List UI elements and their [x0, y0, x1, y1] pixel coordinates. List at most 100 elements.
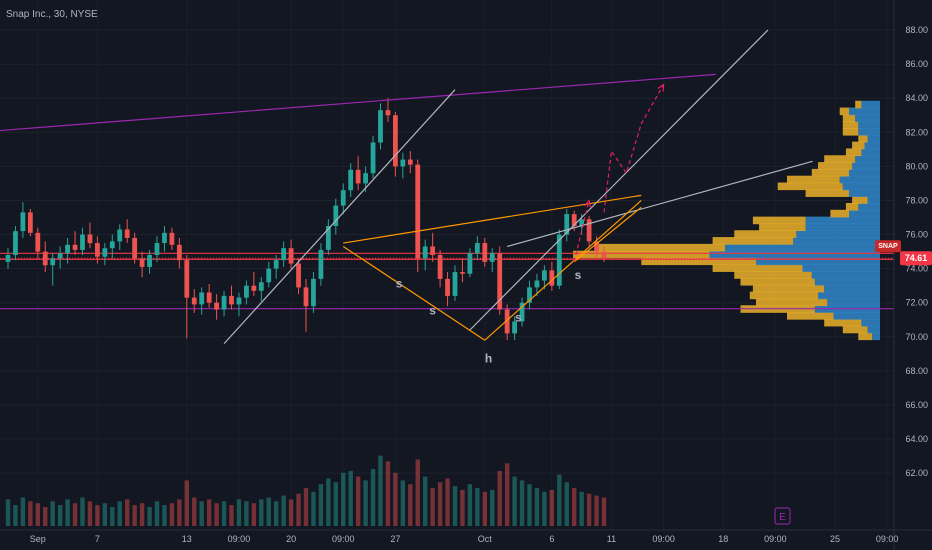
- candle-body: [288, 248, 294, 264]
- profile-bar-sell: [849, 107, 880, 116]
- candle-body: [27, 212, 33, 233]
- volume-bar: [542, 491, 547, 526]
- candle-body: [512, 321, 517, 334]
- trend-line[interactable]: [484, 200, 642, 341]
- candle-body: [184, 260, 190, 298]
- volume-bar: [95, 505, 100, 526]
- candle-body: [594, 241, 599, 252]
- candle-body: [87, 234, 93, 244]
- volume-bar: [445, 478, 450, 526]
- x-tick-label: Sep: [30, 534, 46, 544]
- x-tick-label: 09:00: [652, 534, 675, 544]
- profile-bar-buy: [712, 264, 803, 272]
- volume-bar: [65, 499, 70, 526]
- pattern-label: s: [515, 310, 522, 324]
- profile-bar-buy: [845, 148, 862, 157]
- volume-bar: [363, 480, 368, 526]
- candle-body: [72, 244, 78, 250]
- volume-bar: [214, 503, 219, 526]
- y-tick-label: 74.00: [905, 264, 928, 274]
- time-axis[interactable]: Sep 7 13 09:00 20 09:00 27 Oct 6 11 09:00 18 09:00 25…: [30, 534, 899, 544]
- x-tick-label: 25: [830, 534, 840, 544]
- volume-bar: [20, 497, 26, 526]
- profile-bar-buy: [734, 230, 797, 238]
- volume-bar: [512, 476, 517, 526]
- profile-bar-sell: [818, 291, 880, 300]
- candle-body: [393, 115, 398, 167]
- candle-body: [527, 287, 532, 303]
- event-marker-label: E: [779, 512, 786, 523]
- profile-bar-buy: [830, 209, 849, 218]
- x-tick-label: 13: [182, 534, 192, 544]
- trend-line[interactable]: [342, 245, 486, 341]
- profile-bar-buy: [842, 127, 859, 136]
- projection-paths: [573, 83, 665, 262]
- candle-body: [415, 164, 421, 259]
- candle-body: [251, 285, 257, 291]
- x-tick-label: 27: [390, 534, 400, 544]
- candle-body: [57, 253, 63, 259]
- candle-body: [214, 302, 219, 310]
- trend-line[interactable]: [223, 89, 456, 345]
- profile-bar-buy: [787, 175, 840, 184]
- candle-body: [281, 248, 287, 261]
- price-axis[interactable]: 62.00 64.00 66.00 68.00 70.00 72.00 74.00 76.00…: [905, 25, 928, 478]
- volume-bar: [423, 476, 428, 526]
- candle-body: [400, 159, 406, 167]
- volume-bar: [586, 493, 592, 526]
- candle-body: [497, 253, 503, 310]
- trend-line[interactable]: [343, 194, 642, 244]
- volume-bar: [102, 503, 108, 526]
- profile-bar-buy: [756, 298, 828, 307]
- trend-line[interactable]: [506, 160, 813, 248]
- volume-bar: [28, 501, 33, 526]
- volume-bar: [318, 484, 324, 526]
- profile-bar-sell: [855, 114, 880, 122]
- y-tick-label: 82.00: [905, 127, 928, 137]
- y-tick-label: 70.00: [905, 332, 928, 342]
- volume-bar: [50, 501, 55, 526]
- y-tick-label: 64.00: [905, 434, 928, 444]
- trend-line[interactable]: [469, 29, 769, 331]
- candle-body: [340, 190, 346, 206]
- chart-title: Snap Inc., 30, NYSE: [6, 9, 98, 20]
- volume-bar: [199, 501, 204, 526]
- profile-bar-buy: [842, 325, 868, 334]
- trend-line[interactable]: [0, 73, 716, 132]
- profile-bar-sell: [864, 141, 880, 150]
- y-tick-label: 80.00: [905, 161, 928, 171]
- profile-bar-buy: [573, 250, 710, 259]
- profile-bar-sell: [849, 189, 880, 197]
- candle-body: [422, 246, 428, 259]
- pattern-label: h: [485, 351, 492, 365]
- volume-bar: [534, 488, 540, 526]
- volume-bar: [579, 491, 584, 526]
- candle-body: [474, 243, 480, 254]
- trend-line[interactable]: [573, 206, 642, 263]
- trend-lines[interactable]: [0, 29, 813, 345]
- candle-body: [244, 285, 249, 298]
- profile-bar-sell: [858, 121, 880, 129]
- y-tick-label: 84.00: [905, 93, 928, 103]
- candle-body: [355, 169, 361, 184]
- volume-bar: [13, 505, 18, 526]
- volume-bar: [296, 493, 301, 526]
- profile-bar-sell: [827, 298, 880, 307]
- volume-bar: [162, 505, 167, 526]
- volume-bar: [35, 503, 40, 526]
- candle-body: [176, 244, 182, 261]
- pattern-label: s: [396, 276, 403, 290]
- profile-bar-sell: [814, 277, 880, 286]
- y-tick-label: 62.00: [905, 468, 928, 478]
- volume-bar: [80, 497, 85, 526]
- y-tick-label: 66.00: [905, 400, 928, 410]
- candle-body: [586, 219, 592, 242]
- profile-bar-sell: [867, 134, 880, 143]
- profile-bar-buy: [777, 182, 843, 191]
- event-marker[interactable]: E: [774, 507, 791, 525]
- volume-bar: [460, 489, 465, 526]
- y-tick-label: 72.00: [905, 298, 928, 308]
- profile-bar-buy: [845, 202, 859, 211]
- y-tick-label: 86.00: [905, 59, 928, 69]
